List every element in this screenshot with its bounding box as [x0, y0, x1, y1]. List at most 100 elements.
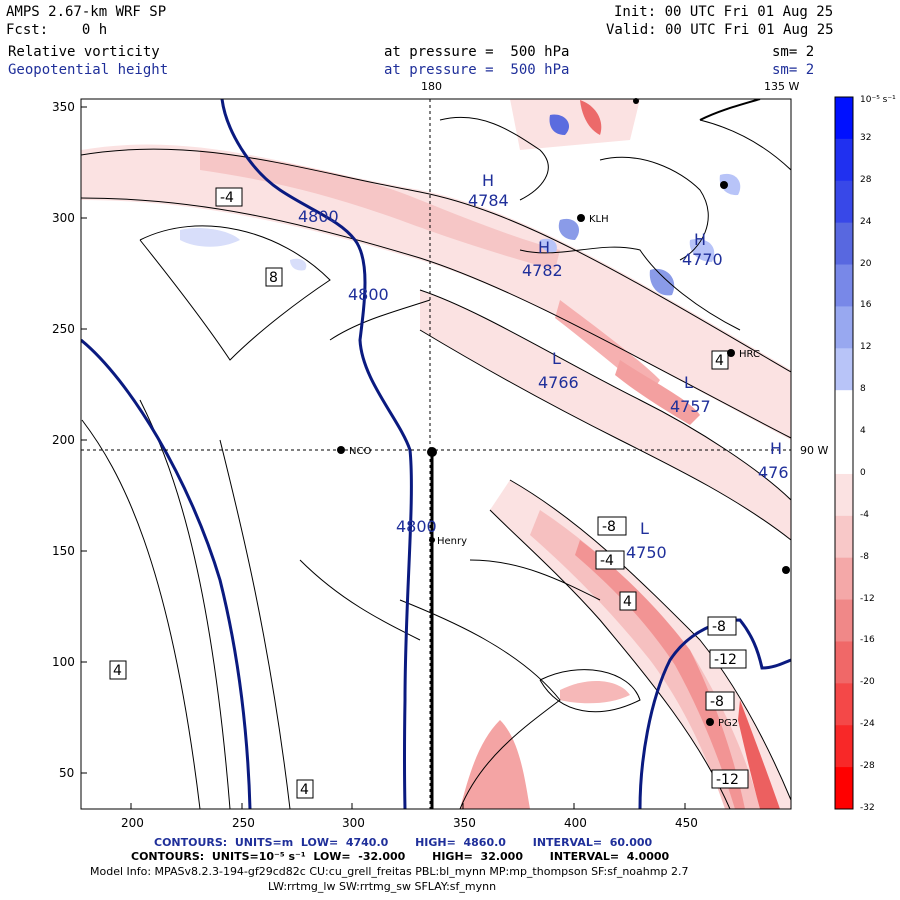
station-hrc: HRC	[739, 349, 760, 360]
colorbar-label: 4	[860, 426, 866, 437]
colorbar-segment	[835, 725, 853, 768]
colorbar	[835, 97, 853, 810]
center-value-1: 4782	[522, 261, 563, 280]
colorbar-segment	[835, 767, 853, 810]
vort-box-6: -8	[712, 619, 726, 635]
vort-box-7: -12	[714, 652, 737, 668]
station-dot-pg2	[706, 718, 714, 726]
y-tick-200: 200	[52, 433, 75, 447]
colorbar-label: -12	[860, 593, 875, 604]
colorbar-segment	[835, 557, 853, 601]
colorbar-label: 24	[860, 216, 872, 227]
colorbar-label: -16	[860, 635, 875, 646]
x-tick-450: 450	[675, 816, 698, 830]
center-type-4: L	[684, 373, 693, 392]
colorbar-label: -8	[860, 551, 869, 562]
colorbar-segment	[835, 473, 853, 517]
colorbar-segment	[835, 641, 853, 684]
smoothing-2: sm= 2	[772, 62, 815, 78]
x-tick-250: 250	[232, 816, 255, 830]
field-geopotential: Geopotential height	[8, 62, 169, 78]
station-dot-c	[633, 98, 639, 104]
vort-box-11: 4	[300, 782, 309, 798]
center-type-0: H	[482, 171, 494, 190]
colorbar-segment	[835, 432, 853, 475]
station-dot-henry	[429, 537, 435, 543]
colorbar-segment	[835, 306, 853, 349]
station-pg2: PG2	[718, 718, 738, 729]
vort-box-5: 4	[623, 594, 632, 610]
colorbar-segment	[835, 348, 853, 391]
valid-time: Valid: 00 UTC Fri 01 Aug 25	[606, 22, 834, 38]
colorbar-label: 16	[860, 300, 872, 311]
station-dot-a	[720, 181, 728, 189]
center-type-6: H	[770, 439, 782, 458]
y-tick-50: 50	[59, 766, 75, 780]
height-label-4800-b: 4800	[348, 285, 389, 304]
smoothing-1: sm= 2	[772, 44, 815, 60]
field-vorticity: Relative vorticity	[8, 44, 160, 60]
colorbar-label: 32	[860, 132, 872, 143]
colorbar-label: 20	[860, 258, 872, 269]
colorbar-label: 8	[860, 384, 866, 395]
colorbar-segment	[835, 515, 853, 559]
x-tick-350: 350	[453, 816, 476, 830]
station-marker-pair	[427, 447, 437, 457]
colorbar-segment	[835, 138, 853, 182]
station-klh: KLH	[589, 214, 609, 225]
colorbar-label: 0	[860, 467, 866, 478]
y-tick-100: 100	[52, 655, 75, 669]
station-dot-hrc	[727, 349, 735, 357]
vort-box-1: 8	[269, 270, 278, 286]
lon-label-135w: 135 W	[764, 80, 800, 93]
forecast-hour: Fcst: 0 h	[6, 22, 108, 38]
colorbar-label: -24	[860, 719, 875, 730]
center-value-0: 4784	[468, 191, 509, 210]
lon-label-90w: 90 W	[800, 444, 829, 457]
colorbar-label: -32	[860, 803, 875, 813]
model-title: AMPS 2.67-km WRF SP	[6, 4, 167, 20]
center-value-4: 4757	[670, 397, 711, 416]
center-type-2: H	[694, 230, 706, 249]
footer-model-info-2: LW:rrtmg_lw SW:rrtmg_sw SFLAY:sf_mynn	[268, 880, 497, 893]
station-dot-klh	[577, 214, 585, 222]
colorbar-segment	[835, 222, 853, 266]
x-tick-400: 400	[564, 816, 587, 830]
colorbar-segment	[835, 683, 853, 726]
center-type-1: H	[538, 238, 550, 257]
center-value-5: 4750	[626, 543, 667, 562]
center-type-3: L	[552, 349, 561, 368]
colorbar-segment	[835, 599, 853, 642]
colorbar-segment	[835, 264, 853, 307]
station-nco: NCO	[349, 446, 371, 457]
vort-box-10: 4	[715, 353, 724, 369]
vort-box-3: -8	[602, 519, 616, 535]
lon-label-180: 180	[421, 80, 442, 93]
footer-model-info: Model Info: MPASv8.2.3-194-gf29cd82c CU:…	[90, 865, 689, 878]
colorbar-label: -4	[860, 509, 869, 520]
vort-box-4: -4	[600, 553, 614, 569]
center-value-2: 4770	[682, 250, 723, 269]
center-value-3: 4766	[538, 373, 579, 392]
colorbar-label: -28	[860, 761, 875, 772]
colorbar-segment	[835, 97, 853, 140]
colorbar-segment	[835, 390, 853, 433]
colorbar-segment	[835, 180, 853, 224]
x-tick-300: 300	[342, 816, 365, 830]
x-tick-200: 200	[121, 816, 144, 830]
height-label-4800-a: 4800	[298, 207, 339, 226]
vort-box-9: -12	[716, 772, 739, 788]
y-tick-150: 150	[52, 544, 75, 558]
colorbar-label: 12	[860, 342, 872, 353]
center-value-6: 476	[758, 463, 789, 482]
init-time: Init: 00 UTC Fri 01 Aug 25	[614, 4, 834, 20]
station-dot-b	[782, 566, 790, 574]
footer-contours-vorticity: CONTOURS: UNITS=10⁻⁵ s⁻¹ LOW= -32.000 HI…	[131, 850, 670, 863]
vort-box-2: 4	[113, 663, 122, 679]
station-henry: Henry	[437, 536, 467, 547]
station-dot-nco	[337, 446, 345, 454]
colorbar-label: -20	[860, 677, 875, 688]
center-type-5: L	[640, 519, 649, 538]
colorbar-label: 28	[860, 174, 872, 185]
